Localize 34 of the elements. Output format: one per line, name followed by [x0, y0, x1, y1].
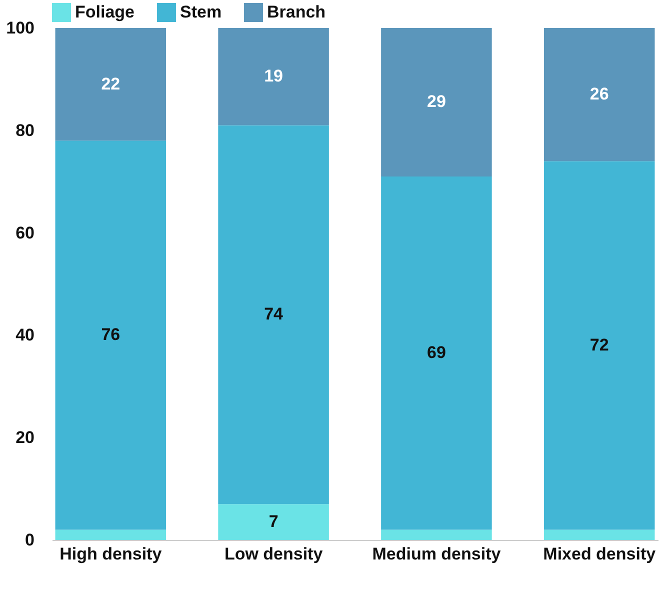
bar — [544, 28, 655, 162]
legend-label: Branch — [267, 2, 326, 22]
y-tick-label: 60 — [16, 223, 34, 242]
y-tick-label: 80 — [16, 120, 34, 140]
x-tick-label: Low density — [224, 544, 324, 564]
legend-label: Foliage — [75, 2, 135, 22]
x-tick-label: High density — [60, 544, 162, 564]
data-label: 26 — [590, 84, 609, 104]
bar — [381, 28, 492, 176]
bar — [218, 28, 329, 126]
data-label: 7 — [268, 512, 278, 532]
bar — [218, 125, 329, 504]
bar — [544, 161, 655, 530]
bar — [381, 176, 492, 530]
data-label: 29 — [426, 92, 446, 112]
x-tick-label: Medium density — [372, 544, 502, 564]
data-label: 72 — [590, 335, 609, 354]
data-label: 19 — [264, 66, 284, 86]
y-tick-label: 20 — [16, 428, 34, 448]
data-label: 76 — [101, 325, 120, 344]
data-label: 74 — [264, 304, 284, 324]
bar — [55, 140, 166, 530]
bar — [544, 530, 655, 540]
y-tick-label: 0 — [25, 530, 34, 550]
data-label: 69 — [426, 343, 446, 362]
y-tick-label: 40 — [16, 326, 34, 345]
x-tick-label: Mixed density — [543, 544, 656, 564]
legend-label: Stem — [180, 2, 222, 22]
bar — [218, 504, 329, 540]
data-label: 22 — [101, 74, 120, 94]
bar — [55, 530, 166, 540]
bar — [55, 28, 166, 141]
bar — [381, 530, 492, 540]
y-tick-label: 100 — [6, 18, 34, 38]
